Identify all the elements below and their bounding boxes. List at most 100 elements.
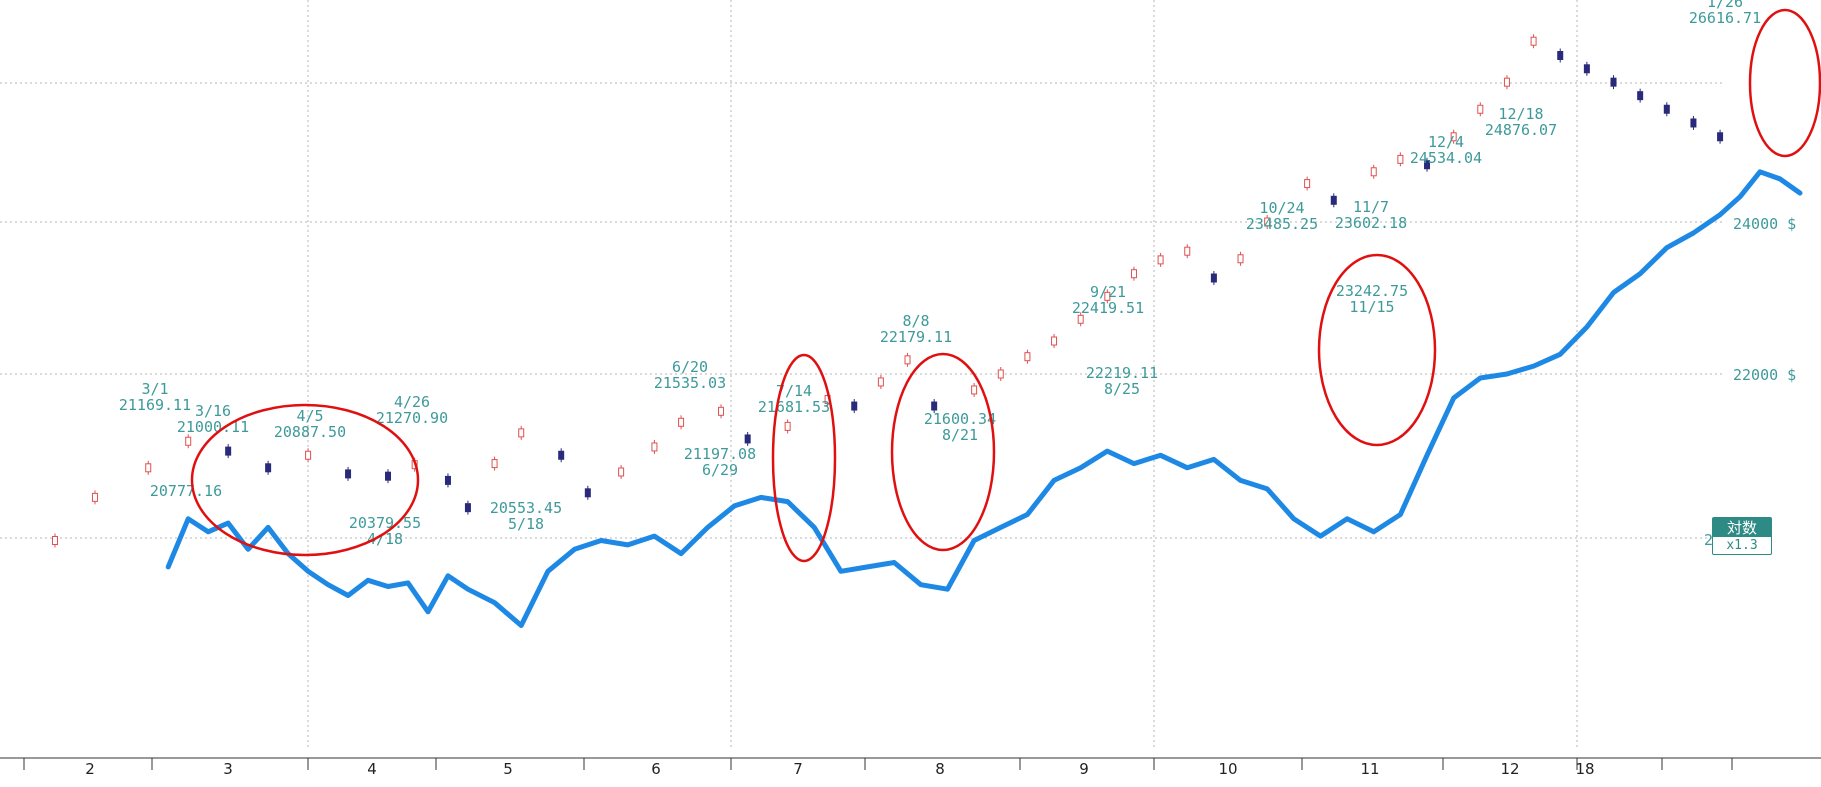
annotation-value: 21681.53 (758, 398, 830, 416)
candle (997, 367, 1004, 381)
candle (1184, 244, 1191, 259)
annotation-value: 21270.90 (376, 409, 448, 427)
candle (1237, 251, 1244, 266)
candle (851, 399, 858, 414)
annotation-date: 1/26 (1707, 0, 1743, 11)
highlight-circle-aug (890, 352, 996, 552)
grid (0, 0, 1725, 748)
candlestick-series (52, 34, 1724, 548)
x-tick-label: 12 (1500, 760, 1519, 778)
zoom-label: x1.3 (1712, 537, 1772, 555)
annotation-value: 21197.08 (684, 445, 756, 463)
y-tick-label: 2 (1704, 531, 1713, 549)
candle (491, 456, 498, 471)
annotation-date: 3/16 (195, 402, 231, 420)
candle (1637, 88, 1644, 103)
candle (1024, 349, 1031, 364)
candle (784, 419, 791, 434)
annotation-date: 11/7 (1353, 198, 1389, 216)
candle (651, 439, 658, 454)
candle (1663, 102, 1670, 117)
candle (1424, 157, 1431, 172)
annotation-date: 9/21 (1090, 283, 1126, 301)
candle (584, 485, 591, 500)
candle (91, 490, 98, 505)
annotation-date: 4/18 (367, 530, 403, 548)
annotation-date: 6/29 (702, 461, 738, 479)
log-scale-badge[interactable]: 対数 x1.3 (1712, 517, 1772, 555)
candle (1130, 266, 1137, 281)
log-scale-label: 対数 (1712, 517, 1772, 539)
annotation-date: 10/24 (1259, 199, 1304, 217)
x-tick-label: 7 (793, 760, 803, 778)
annotation-value: 23602.18 (1335, 214, 1407, 232)
annotation-value: 22419.51 (1072, 299, 1144, 317)
annotation-date: 7/14 (776, 382, 812, 400)
annotation-value: 23485.25 (1246, 215, 1318, 233)
candle (145, 460, 152, 475)
annotation-date: 4/26 (394, 393, 430, 411)
x-tick-label: 6 (651, 760, 661, 778)
y-tick-label: 24000 $ (1733, 215, 1796, 233)
candle (1370, 164, 1377, 179)
x-tick-label: 11 (1360, 760, 1379, 778)
candle (1157, 252, 1164, 267)
annotation-date: 8/25 (1104, 380, 1140, 398)
candle (877, 374, 884, 389)
annotation-date: 11/15 (1349, 298, 1394, 316)
annotation-value: 24876.07 (1485, 121, 1557, 139)
x-tick-label: 10 (1218, 760, 1237, 778)
candle (265, 460, 272, 475)
candle (1104, 289, 1111, 304)
blue-line-series (165, 169, 1803, 628)
candle (1264, 215, 1271, 229)
annotation-date: 8/21 (942, 426, 978, 444)
annotation-date: 12/4 (1428, 133, 1464, 151)
annotation-date: 5/18 (508, 515, 544, 533)
candle (1450, 129, 1457, 144)
highlight-circle-jul (771, 353, 837, 563)
candle (444, 473, 451, 488)
annotation-date: 6/20 (672, 358, 708, 376)
annotation-value: 20777.16 (150, 482, 222, 500)
highlight-circle-nov (1317, 253, 1437, 447)
candle (678, 415, 685, 430)
annotation-date: 8/8 (902, 312, 929, 330)
annotation-value: 24534.04 (1410, 149, 1482, 167)
x-tick-label: 3 (223, 760, 233, 778)
candle (1530, 34, 1537, 49)
candle (305, 448, 312, 463)
candle (1690, 115, 1697, 130)
candle (718, 404, 725, 419)
candle (518, 425, 525, 440)
candle (1557, 48, 1564, 63)
candle (1583, 61, 1590, 76)
x-tick-label: 9 (1079, 760, 1089, 778)
x-axis: 2 3 4 5 6 7 8 9 10 11 12 18 (0, 757, 1821, 778)
candle (225, 444, 232, 459)
x-tick-label: 18 (1575, 760, 1594, 778)
annotation-date: 12/18 (1498, 105, 1543, 123)
candle (931, 399, 938, 414)
candle (904, 352, 911, 367)
price-annotation: 20777.16 (150, 482, 222, 500)
x-tick-label: 4 (367, 760, 377, 778)
annotation-value: 22219.11 (1086, 364, 1158, 382)
annotation-value: 20553.45 (490, 499, 562, 517)
candle (1330, 193, 1337, 208)
